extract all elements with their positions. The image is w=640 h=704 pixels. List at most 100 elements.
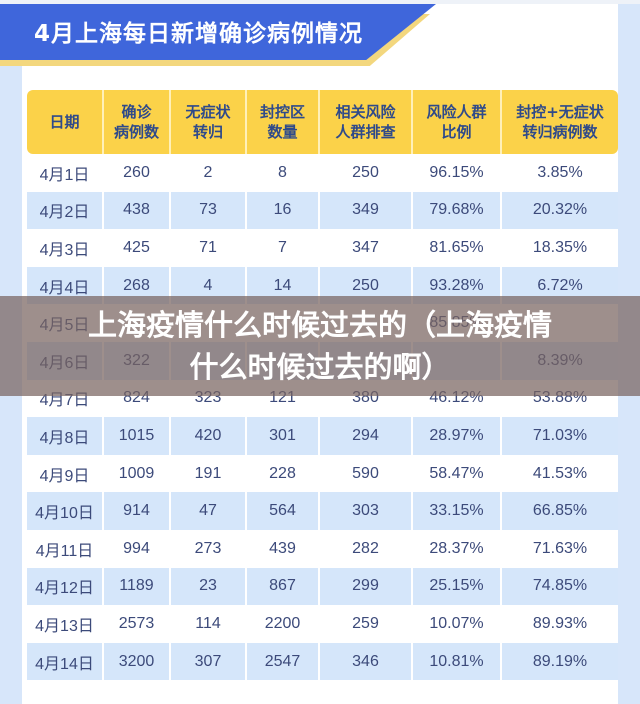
- table-cell: 33.15%: [413, 492, 502, 530]
- table-cell: 89.93%: [532, 614, 588, 632]
- table-cell: 25.15%: [413, 567, 502, 606]
- title-banner: [0, 4, 436, 60]
- table-cell: 4月1日: [27, 154, 104, 192]
- column-header-line2: 比例: [441, 123, 472, 141]
- table-cell: 4月12日: [27, 567, 104, 606]
- column-header-line2: 病例数: [113, 123, 159, 141]
- table-cell: 1015: [104, 417, 171, 455]
- column-header-line2: 转归: [192, 123, 223, 141]
- table-cell: 282: [320, 529, 413, 568]
- table-cell: 420: [171, 417, 247, 455]
- column-header: 风险人群 比例: [413, 90, 502, 154]
- table-cell: 96.15%: [413, 154, 502, 192]
- column-header-line1: 封控+无症状: [516, 103, 604, 121]
- table-cell: 8: [247, 154, 320, 192]
- table-cell: 66.85%: [502, 492, 618, 530]
- table-cell: 28.37%: [413, 529, 502, 568]
- table-row: 4月13日 2573 114 2200 259 10.07% 89.93%: [27, 605, 618, 643]
- table-cell: 18.35%: [532, 238, 588, 256]
- table-cell: 228: [247, 454, 320, 493]
- table-cell: 994: [104, 529, 171, 568]
- table-cell: 28.97%: [413, 417, 502, 455]
- table-cell: 347: [320, 229, 413, 267]
- table-cell: 74.85%: [502, 567, 618, 606]
- table-cell: 1189: [104, 567, 171, 606]
- column-header-line1: 风险人群: [426, 103, 487, 121]
- table-cell: 349: [320, 191, 413, 230]
- table-cell: 250: [320, 154, 413, 192]
- table-cell: 301: [247, 417, 320, 455]
- column-header: 日期: [27, 90, 104, 154]
- column-header-line2: 数量: [267, 123, 298, 141]
- table-cell: 114: [171, 605, 247, 643]
- table-cell: 2547: [247, 642, 320, 681]
- table-cell: 590: [320, 454, 413, 493]
- table-cell: 4月11日: [27, 529, 104, 568]
- table-cell: 294: [320, 417, 413, 455]
- table-cell: 2200: [247, 605, 320, 643]
- table-cell: 4月8日: [27, 417, 104, 455]
- table-cell: 71: [171, 229, 247, 267]
- table-cell: 81.65%: [413, 229, 502, 267]
- table-cell: 4月3日: [27, 229, 104, 267]
- column-header-line1: 封控区: [259, 103, 305, 121]
- table-cell: 7: [247, 229, 320, 267]
- table-cell: 4月14日: [27, 642, 104, 681]
- table-cell: 299: [320, 567, 413, 606]
- table-cell: 4月9日: [27, 454, 104, 493]
- table-cell: 2573: [104, 605, 171, 643]
- table-cell: 4月2日: [27, 191, 104, 230]
- table-cell: 4月7日: [27, 379, 104, 418]
- column-header: 封控区 数量: [247, 90, 320, 154]
- top-strip: [0, 0, 640, 4]
- table-cell: 425: [104, 229, 171, 267]
- table-cell: 439: [247, 529, 320, 568]
- table-cell: 260: [104, 154, 171, 192]
- column-header-line1: 日期: [49, 113, 80, 131]
- table-row: 4月1日 260 2 8 250 96.15% 3.85%: [27, 154, 618, 192]
- table-cell: 191: [171, 454, 247, 493]
- table-cell: 10.07%: [413, 605, 502, 643]
- column-header-line2: 人群排查: [335, 123, 396, 141]
- table-cell: 273: [171, 529, 247, 568]
- caption-text: 上海疫情什么时候过去的（上海疫情 什么时候过去的啊）: [0, 304, 640, 388]
- table-row: 4月11日 994 273 439 282 28.37% 71.63%: [27, 529, 618, 568]
- column-header: 确诊 病例数: [104, 90, 171, 154]
- table-row: 4月12日 1189 23 867 299 25.15% 74.85%: [27, 567, 618, 606]
- table-cell: 23: [171, 567, 247, 606]
- page-title: 4月上海每日新增确诊病例情况: [34, 21, 364, 47]
- caption-overlay: [0, 296, 640, 396]
- column-header-line1: 相关风险: [335, 103, 396, 121]
- table-cell: 71.03%: [502, 417, 618, 455]
- table-cell: 47: [171, 492, 247, 530]
- table-cell: 303: [320, 492, 413, 530]
- table-cell: 89.19%: [502, 642, 618, 681]
- table-cell: 2: [171, 154, 247, 192]
- table-cell: 346: [320, 642, 413, 681]
- column-header-line2: 转归病例数: [522, 123, 598, 141]
- table-row: 4月10日 914 47 564 303 33.15% 66.85%: [27, 492, 618, 530]
- table-cell: 73: [171, 191, 247, 230]
- table-cell: 307: [171, 642, 247, 681]
- table-cell: 438: [104, 191, 171, 230]
- table-cell: 3.85%: [537, 163, 583, 181]
- table-cell: 20.32%: [502, 191, 618, 230]
- table-cell: 16: [247, 191, 320, 230]
- table-cell: 4月10日: [27, 492, 104, 530]
- table-header: 日期 确诊 病例数 无症状 转归 封控区 数量 相关风险 人群排查 风险人群 比例 封控+无症状 转归病…: [27, 90, 618, 154]
- table-cell: 259: [320, 605, 413, 643]
- table-row: 4月14日 3200 307 2547 346 10.81% 89.19%: [27, 642, 618, 681]
- table-cell: 4月13日: [27, 605, 104, 643]
- table-row: 4月8日 1015 420 301 294 28.97% 71.03%: [27, 417, 618, 455]
- table-cell: 10.81%: [413, 642, 502, 681]
- table-cell: 79.68%: [413, 191, 502, 230]
- column-header-line1: 确诊: [121, 103, 152, 121]
- table-cell: 914: [104, 492, 171, 530]
- table-cell: 58.47%: [413, 454, 502, 493]
- table-cell: 3200: [104, 642, 171, 681]
- column-header-line1: 无症状: [185, 103, 231, 121]
- table-row: 4月2日 438 73 16 349 79.68% 20.32%: [27, 191, 618, 230]
- table-row: 4月3日 425 71 7 347 81.65% 18.35%: [27, 229, 618, 267]
- table-body: 4月1日 260 2 8 250 96.15% 3.85% 4月2日 438 73 16 349 79.…: [27, 154, 618, 681]
- column-header: 相关风险 人群排查: [320, 90, 413, 154]
